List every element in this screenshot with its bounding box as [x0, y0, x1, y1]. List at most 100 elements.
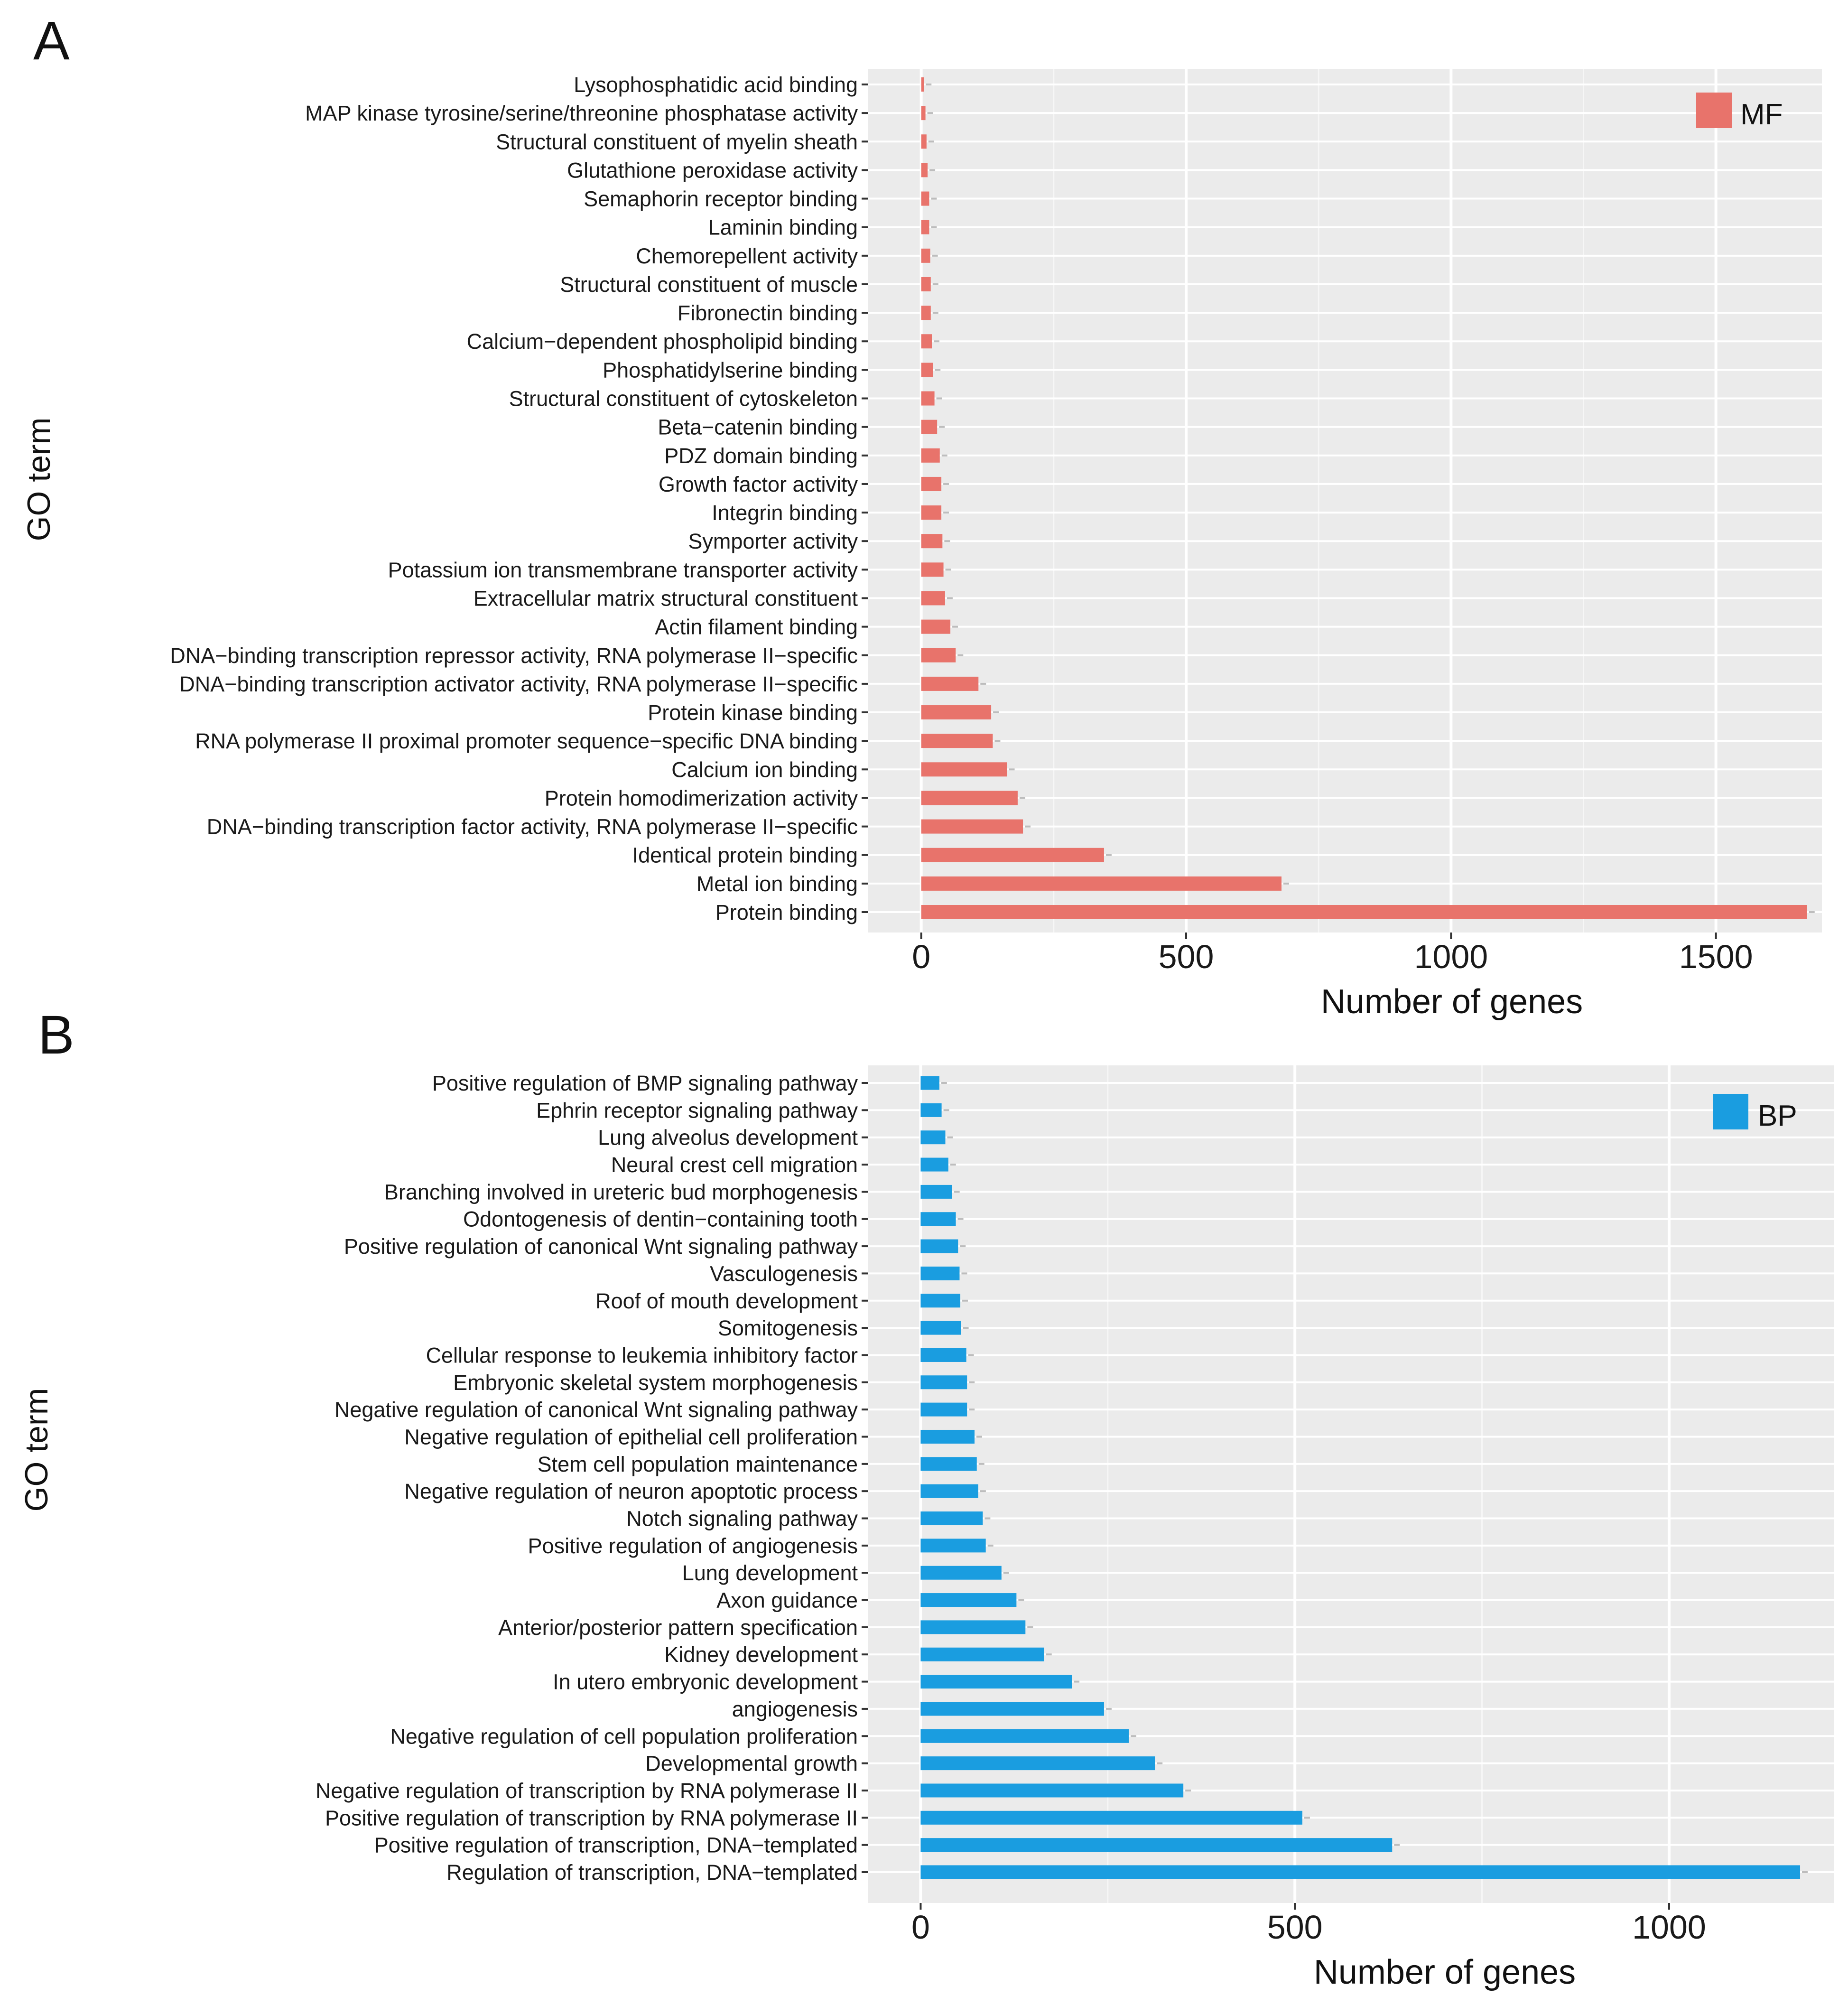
panel-b-bar: [920, 1157, 948, 1172]
panel-b-y-tick-label: Embryonic skeletal system morphogenesis: [453, 1371, 858, 1395]
panel-b-bar: [920, 1348, 966, 1362]
panel-a-y-tick-label: Protein kinase binding: [648, 700, 858, 725]
panel-b-y-tick-label: Positive regulation of canonical Wnt sig…: [344, 1234, 858, 1259]
panel-b-y-tick-label: Positive regulation of transcription, DN…: [374, 1833, 858, 1857]
panel-b-y-tick-label: Odontogenesis of dentin−containing tooth: [463, 1207, 858, 1231]
panel-a-bar: [921, 106, 926, 121]
panel-a-bar: [921, 876, 1282, 891]
panel-a-y-tick-label: MAP kinase tyrosine/serine/threonine pho…: [305, 101, 858, 125]
panel-a-bar: [921, 848, 1104, 862]
panel-b-y-axis-title: GO term: [19, 1388, 55, 1512]
panel-b-y-tick-label: Negative regulation of transcription by …: [316, 1779, 858, 1803]
panel-a-y-tick-label: DNA−binding transcription repressor acti…: [170, 644, 858, 668]
panel-a-label: A: [33, 10, 70, 71]
panel-b-y-tick-label: Positive regulation of angiogenesis: [528, 1534, 858, 1558]
panel-a-bar: [921, 191, 929, 206]
panel-b-bar: [920, 1103, 942, 1117]
panel-b-bar: [920, 1429, 975, 1444]
panel-a-bar: [921, 734, 993, 748]
panel-a-bar: [921, 648, 956, 662]
panel-b-y-tick-label: Somitogenesis: [718, 1316, 858, 1340]
panel-a-bar: [921, 534, 943, 549]
panel-a-bar: [921, 562, 944, 577]
panel-b-bar: [920, 1076, 939, 1090]
panel-a-bar: [921, 791, 1018, 805]
panel-a-y-tick-label: Calcium−dependent phospholipid binding: [467, 329, 858, 354]
panel-a-y-tick-label: Metal ion binding: [696, 872, 858, 896]
panel-a-y-tick-label: Symporter activity: [688, 529, 858, 553]
panel-b-bar: [920, 1620, 1026, 1634]
panel-b-y-tick-label: Vasculogenesis: [710, 1261, 858, 1286]
panel-b-bar: [920, 1675, 1072, 1689]
panel-b-y-tick-label: Negative regulation of cell population p…: [390, 1724, 858, 1748]
panel-b-bar: [920, 1756, 1155, 1771]
panel-b-y-tick-label: Branching involved in ureteric bud morph…: [384, 1180, 858, 1204]
panel-b-y-tick-label: Lung development: [682, 1561, 858, 1585]
panel-b-bar: [920, 1593, 1017, 1607]
panel-a-bar: [921, 363, 933, 377]
panel-a-x-tick-label: 1500: [1679, 938, 1753, 975]
panel-a-y-tick-label: Lysophosphatidic acid binding: [574, 73, 858, 97]
panel-a-y-tick-label: Laminin binding: [708, 215, 858, 240]
panel-b-bar: [920, 1647, 1044, 1661]
panel-a-y-tick-label: Protein homodimerization activity: [545, 786, 858, 810]
panel-a-y-tick-label: Phosphatidylserine binding: [603, 358, 858, 382]
panel-a-bar: [921, 505, 942, 520]
panel-b-y-tick-label: Anterior/posterior pattern specification: [498, 1615, 858, 1640]
panel-a-bar: [921, 306, 931, 320]
panel-a-bar: [921, 676, 979, 691]
panel-b-bar: [920, 1511, 983, 1526]
panel-b-legend-swatch: [1713, 1094, 1748, 1129]
panel-b-bar: [920, 1239, 958, 1253]
panel-b-y-tick-label: Axon guidance: [716, 1588, 858, 1613]
panel-a-bar: [921, 591, 945, 606]
panel-b-bar: [920, 1375, 967, 1390]
panel-a-y-tick-label: Calcium ion binding: [671, 757, 858, 782]
panel-b-bar: [920, 1729, 1129, 1743]
panel-a-y-tick-label: RNA polymerase II proximal promoter sequ…: [195, 729, 858, 753]
panel-b-x-tick-label: 1000: [1632, 1909, 1706, 1946]
panel-a-bar: [921, 705, 992, 720]
panel-a-bar: [921, 248, 930, 263]
panel-b-bar: [920, 1185, 952, 1199]
panel-a-y-tick-label: Structural constituent of cytoskeleton: [509, 387, 858, 411]
panel-b-y-tick-label: Developmental growth: [645, 1752, 858, 1776]
panel-a-x-tick-label: 500: [1159, 938, 1214, 975]
panel-a-x-axis-title: Number of genes: [1321, 983, 1583, 1021]
panel-b-bar: [920, 1865, 1801, 1879]
panel-a-y-tick-label: Structural constituent of myelin sheath: [496, 130, 858, 154]
panel-a-y-tick-label: Glutathione peroxidase activity: [567, 158, 858, 182]
panel-a-y-tick-label: Actin filament binding: [655, 615, 858, 639]
panel-b-y-tick-label: Negative regulation of neuron apoptotic …: [404, 1479, 858, 1503]
panel-a-y-tick-label: Structural constituent of muscle: [560, 272, 858, 297]
panel-a-bar: [921, 134, 927, 149]
panel-b-y-tick-label: Kidney development: [664, 1642, 858, 1667]
panel-a-bar: [921, 334, 932, 349]
panel-a-y-tick-label: PDZ domain binding: [664, 444, 858, 468]
panel-a-bar: [921, 905, 1807, 919]
panel-b-bar: [920, 1838, 1393, 1852]
panel-a-y-axis-title: GO term: [21, 418, 57, 541]
panel-b-bar: [920, 1402, 967, 1417]
panel-b-y-tick-label: Negative regulation of canonical Wnt sig…: [334, 1398, 858, 1422]
panel-b-x-tick-label: 0: [911, 1909, 930, 1946]
panel-b-y-tick-label: Positive regulation of transcription by …: [325, 1806, 858, 1830]
panel-a-y-tick-label: DNA−binding transcription activator acti…: [179, 672, 858, 696]
panel-b-y-tick-label: Negative regulation of epithelial cell p…: [404, 1425, 858, 1449]
panel-b-y-tick-label: Roof of mouth development: [595, 1289, 858, 1313]
panel-a-y-tick-label: Protein binding: [715, 900, 858, 924]
panel-a-y-tick-label: Beta−catenin binding: [658, 415, 858, 439]
panel-b-bar: [920, 1566, 1002, 1580]
panel-a-y-tick-label: Integrin binding: [712, 501, 858, 525]
panel-b-legend-label: BP: [1758, 1100, 1797, 1132]
panel-b-x-axis-title: Number of genes: [1314, 1953, 1576, 1991]
panel-b-bar: [920, 1212, 956, 1226]
panel-b-bar: [920, 1783, 1184, 1798]
panel-a-bar: [921, 819, 1023, 834]
panel-b-bar: [920, 1266, 960, 1280]
panel-a-bar: [921, 391, 935, 406]
panel-b-bar: [920, 1484, 978, 1498]
panel-b-y-tick-label: Regulation of transcription, DNA−templat…: [446, 1860, 858, 1884]
panel-b-bar: [920, 1321, 961, 1335]
